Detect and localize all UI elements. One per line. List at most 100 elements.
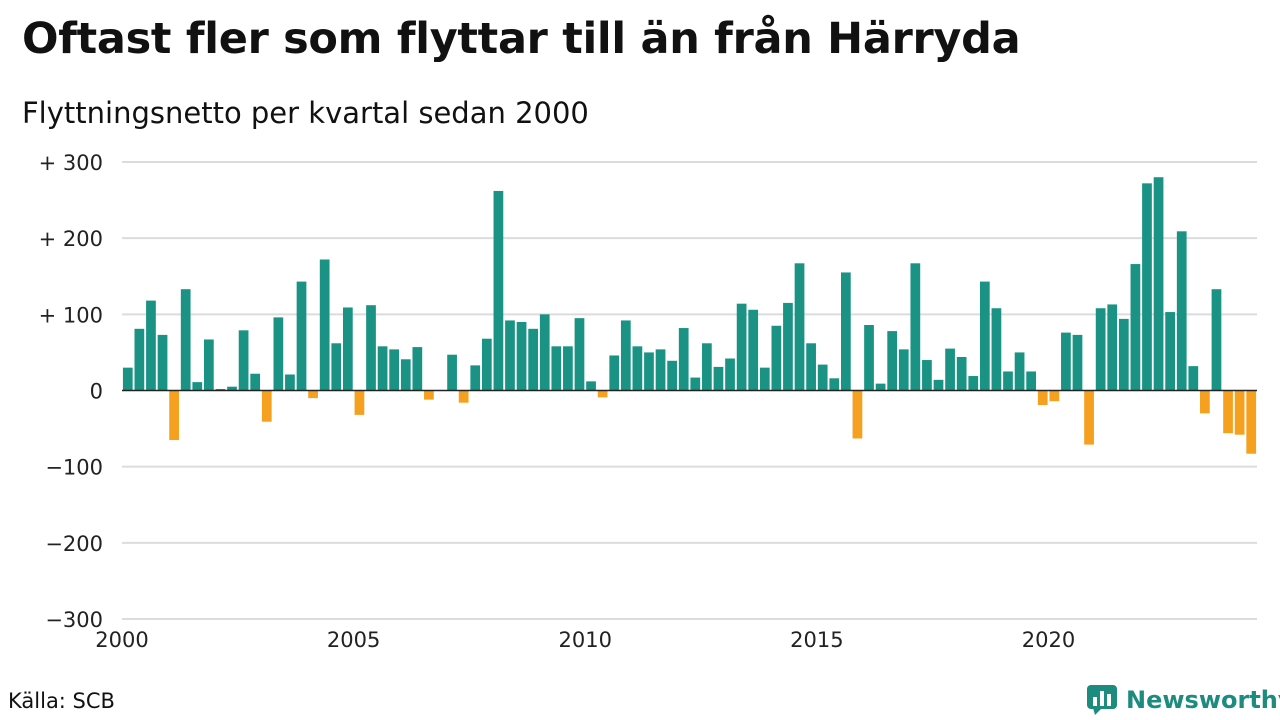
- bar: [678, 328, 689, 391]
- bar: [702, 343, 712, 391]
- bar: [331, 343, 342, 391]
- bar: [783, 302, 793, 391]
- x-tick-label: 2010: [559, 628, 612, 650]
- bar: [227, 386, 237, 391]
- bar: [875, 383, 886, 391]
- bar: [1246, 390, 1257, 454]
- bar: [458, 390, 469, 403]
- bar: [771, 325, 782, 391]
- bar: [470, 365, 481, 391]
- bar: [250, 373, 261, 391]
- y-tick-label: −100: [45, 456, 103, 480]
- bar: [864, 325, 874, 391]
- bar: [528, 328, 539, 391]
- bar: [505, 320, 515, 391]
- bar: [979, 281, 990, 391]
- bar: [574, 318, 585, 391]
- bar: [910, 263, 921, 391]
- bar: [852, 390, 863, 439]
- bar: [887, 331, 898, 391]
- bar: [586, 381, 596, 391]
- bar: [644, 352, 654, 391]
- bar: [1061, 332, 1071, 391]
- bar: [563, 346, 573, 391]
- bar: [539, 314, 550, 391]
- bar: [296, 281, 307, 391]
- bar: [1003, 371, 1013, 391]
- bar: [122, 367, 133, 391]
- bar: [632, 346, 643, 391]
- bar: [597, 390, 608, 398]
- bar: [308, 390, 318, 399]
- x-tick-label: 2020: [1022, 628, 1075, 650]
- bar: [389, 349, 400, 391]
- bar: [1176, 231, 1187, 391]
- bar: [342, 307, 353, 391]
- bar: [759, 367, 770, 391]
- bar: [1234, 390, 1245, 435]
- bar: [806, 343, 816, 391]
- x-tick-label: 2000: [95, 628, 148, 650]
- bar: [1107, 304, 1118, 391]
- bar: [748, 309, 759, 391]
- bar: [285, 374, 295, 391]
- source-label: Källa: SCB: [8, 689, 115, 713]
- bar: [1026, 371, 1037, 391]
- bar: [493, 190, 504, 391]
- bar: [1118, 318, 1129, 391]
- bar: [609, 355, 620, 391]
- bar: [1014, 352, 1025, 391]
- x-tick-label: 2005: [327, 628, 380, 650]
- bar: [1200, 390, 1210, 414]
- bar: [667, 360, 677, 391]
- y-tick-label: + 100: [39, 303, 103, 327]
- bar: [840, 272, 851, 391]
- brand-logo[interactable]: Newsworthy: [1086, 684, 1280, 716]
- y-tick-label: −300: [45, 608, 103, 632]
- bar: [1084, 390, 1094, 445]
- bar: [215, 388, 226, 391]
- bar: [1142, 183, 1152, 391]
- brand-name: Newsworthy: [1126, 686, 1280, 714]
- chart-title: Oftast fler som flyttar till än från Här…: [22, 14, 1021, 64]
- bar: [238, 330, 249, 391]
- bar: [713, 366, 724, 391]
- bar: [516, 321, 527, 391]
- bar: [157, 334, 168, 391]
- bar: [725, 358, 735, 391]
- bar: [991, 308, 1002, 391]
- bar: [366, 305, 376, 391]
- bar: [1188, 366, 1199, 391]
- bar: [1072, 334, 1083, 391]
- bar: [180, 289, 191, 391]
- bar: [922, 360, 932, 391]
- bar: [204, 339, 214, 391]
- newsworthy-logo-icon: [1087, 685, 1117, 715]
- y-tick-label: −200: [45, 532, 103, 556]
- bar: [1223, 390, 1233, 434]
- chart-subtitle: Flyttningsnetto per kvartal sedan 2000: [22, 96, 589, 130]
- y-tick-label: + 300: [39, 151, 103, 175]
- bar: [1037, 390, 1048, 405]
- bar: [400, 359, 411, 391]
- bar: [736, 303, 747, 391]
- bar: [968, 376, 979, 391]
- bar: [447, 354, 457, 391]
- bar: [655, 349, 666, 391]
- bar: [1095, 308, 1106, 391]
- bar: [551, 346, 562, 391]
- bar: [794, 263, 805, 391]
- bar: [817, 364, 828, 391]
- bar: [690, 377, 701, 391]
- bar: [412, 347, 423, 391]
- bar: [319, 259, 330, 391]
- y-tick-label: 0: [90, 380, 103, 404]
- bar: [169, 390, 179, 441]
- bar: [481, 338, 492, 391]
- bar: [261, 390, 272, 422]
- bar: [829, 378, 840, 391]
- bar: [424, 390, 434, 400]
- bar: [192, 382, 203, 391]
- y-tick-label: + 200: [39, 227, 103, 251]
- bar: [1130, 264, 1141, 391]
